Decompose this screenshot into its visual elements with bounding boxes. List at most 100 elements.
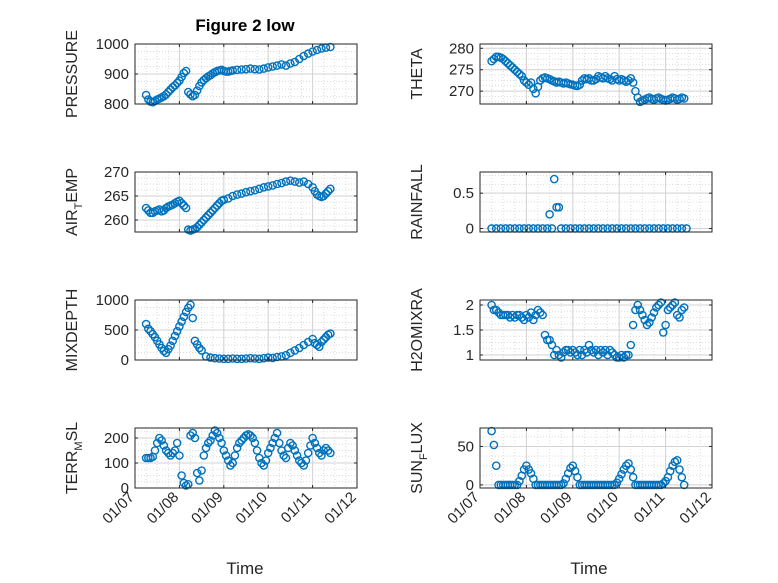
y-axis-label-rest: EMP	[64, 168, 81, 203]
data-point	[668, 300, 677, 310]
data-point	[596, 345, 605, 355]
data-point	[326, 184, 335, 194]
y-tick-label: 1000	[96, 36, 129, 53]
data-point	[261, 456, 271, 465]
data-point	[654, 300, 663, 310]
data-point	[201, 443, 211, 453]
data-point	[172, 78, 182, 88]
axes-box	[134, 171, 358, 233]
data-point	[529, 84, 538, 94]
data-point	[290, 346, 300, 355]
data-point	[487, 426, 496, 436]
data-point	[210, 353, 220, 363]
data-point	[163, 87, 173, 97]
data-point	[246, 64, 255, 73]
data-point	[290, 177, 300, 186]
y-tick-label: 1000	[96, 292, 129, 309]
data-point	[663, 305, 673, 315]
data-point	[512, 67, 522, 77]
data-point	[626, 340, 636, 350]
y-axis-label: H2OMIXRA	[409, 288, 426, 372]
data-point	[326, 42, 335, 52]
data-point	[199, 215, 209, 225]
data-point	[272, 428, 282, 438]
y-tick-label: 900	[104, 66, 129, 83]
data-point	[192, 222, 202, 232]
data-point	[281, 177, 291, 186]
data-point	[642, 320, 652, 330]
data-point	[237, 189, 246, 198]
data-point	[195, 476, 204, 485]
data-point	[250, 438, 260, 448]
data-point	[281, 453, 291, 463]
data-point	[197, 346, 206, 355]
data-point	[272, 61, 282, 70]
data-point	[252, 446, 262, 455]
data-point	[170, 331, 180, 341]
data-point	[192, 86, 202, 95]
data-point	[647, 313, 656, 322]
data-point	[294, 178, 304, 187]
data-point	[326, 329, 335, 338]
data-point	[259, 64, 269, 73]
data-point	[259, 183, 269, 192]
data-point	[605, 345, 615, 355]
figure-title: Figure 2 low	[195, 16, 295, 35]
data-point	[301, 456, 311, 465]
data-point	[210, 426, 220, 435]
data-point	[219, 195, 229, 205]
data-point	[635, 305, 645, 315]
data-point	[317, 337, 326, 347]
data-point	[519, 315, 529, 325]
data-point	[144, 324, 153, 334]
data-point	[179, 312, 189, 322]
data-point	[141, 319, 151, 329]
data-point	[658, 479, 668, 488]
data-point	[250, 64, 260, 74]
data-point	[159, 346, 169, 356]
y-tick-label: 270	[104, 164, 129, 181]
data-point	[263, 182, 273, 191]
data-point	[172, 326, 182, 336]
data-point	[310, 438, 320, 448]
data-point	[181, 203, 191, 213]
data-point	[308, 433, 317, 443]
data-point	[223, 194, 233, 203]
data-point	[203, 210, 213, 220]
data-point	[303, 448, 313, 458]
y-axis-label: PRESSURE	[64, 30, 81, 118]
data-point	[232, 354, 242, 364]
y-axis-label: THETA	[409, 48, 426, 100]
data-point	[241, 64, 251, 74]
data-point	[626, 73, 636, 83]
data-point	[487, 300, 496, 310]
data-point	[649, 308, 659, 317]
subplot-6: 1 1.5 2 H2OMIXRA	[409, 288, 713, 372]
data-point	[487, 56, 496, 66]
data-point	[288, 441, 297, 450]
data-point	[188, 313, 198, 323]
data-point	[223, 456, 233, 465]
data-point	[206, 208, 215, 218]
data-point	[614, 474, 624, 484]
data-point	[235, 438, 244, 448]
data-point	[141, 90, 151, 100]
data-point	[250, 185, 260, 195]
y-tick-label: 270	[449, 83, 474, 100]
data-point	[584, 340, 594, 350]
data-point	[312, 45, 322, 55]
data-point	[489, 440, 499, 450]
data-point	[556, 353, 566, 362]
data-point	[197, 218, 206, 227]
data-point	[179, 68, 189, 78]
data-point	[179, 201, 189, 210]
data-point	[675, 465, 684, 474]
data-point	[208, 206, 217, 215]
data-point	[526, 469, 536, 478]
data-point	[661, 320, 670, 330]
data-point	[491, 461, 501, 470]
data-point	[197, 466, 206, 475]
data-point	[286, 59, 295, 68]
data-point	[508, 63, 517, 72]
data-point	[161, 90, 171, 99]
